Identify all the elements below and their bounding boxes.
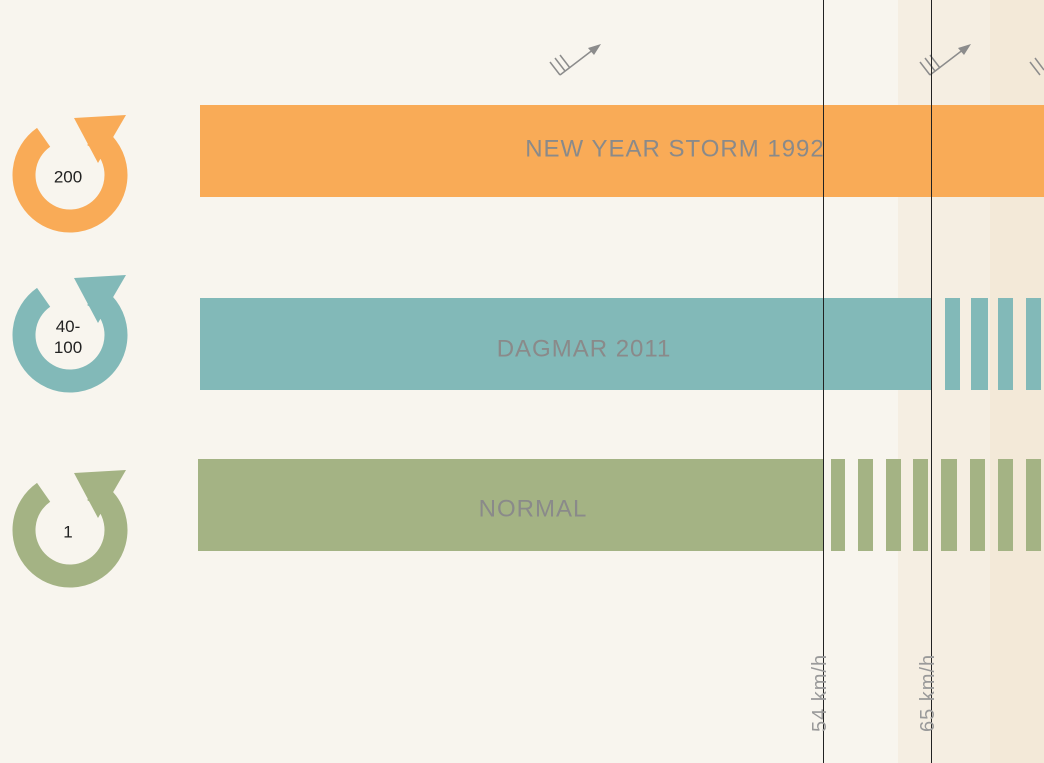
badge-ring: [12, 125, 128, 233]
bar-stripes: [831, 459, 1041, 551]
threshold-label: 54 km/h: [809, 654, 831, 732]
bar-label: NEW YEAR STORM 1992: [525, 135, 825, 162]
badge-ring: [12, 480, 128, 588]
bar: [200, 105, 1044, 197]
badge-arrowhead: [74, 115, 126, 163]
bar-stripes: [945, 298, 1041, 390]
badge-arrowhead: [74, 275, 126, 323]
badge-text: 40-: [56, 317, 81, 336]
badges: 200 40- 100 1: [12, 115, 128, 588]
badge-arrowhead: [74, 470, 126, 518]
badge-ring: [12, 285, 128, 393]
bar-label: DAGMAR 2011: [497, 335, 672, 362]
bar: [200, 298, 931, 390]
bar-label: NORMAL: [479, 495, 588, 522]
badge-text: 200: [54, 167, 82, 186]
bar: [198, 459, 823, 551]
wind-icon: [549, 44, 601, 76]
threshold-label: 65 km/h: [917, 654, 939, 732]
badge-text: 1: [63, 522, 72, 541]
badge-text: 100: [54, 338, 82, 357]
wind-icon: [1029, 57, 1044, 76]
